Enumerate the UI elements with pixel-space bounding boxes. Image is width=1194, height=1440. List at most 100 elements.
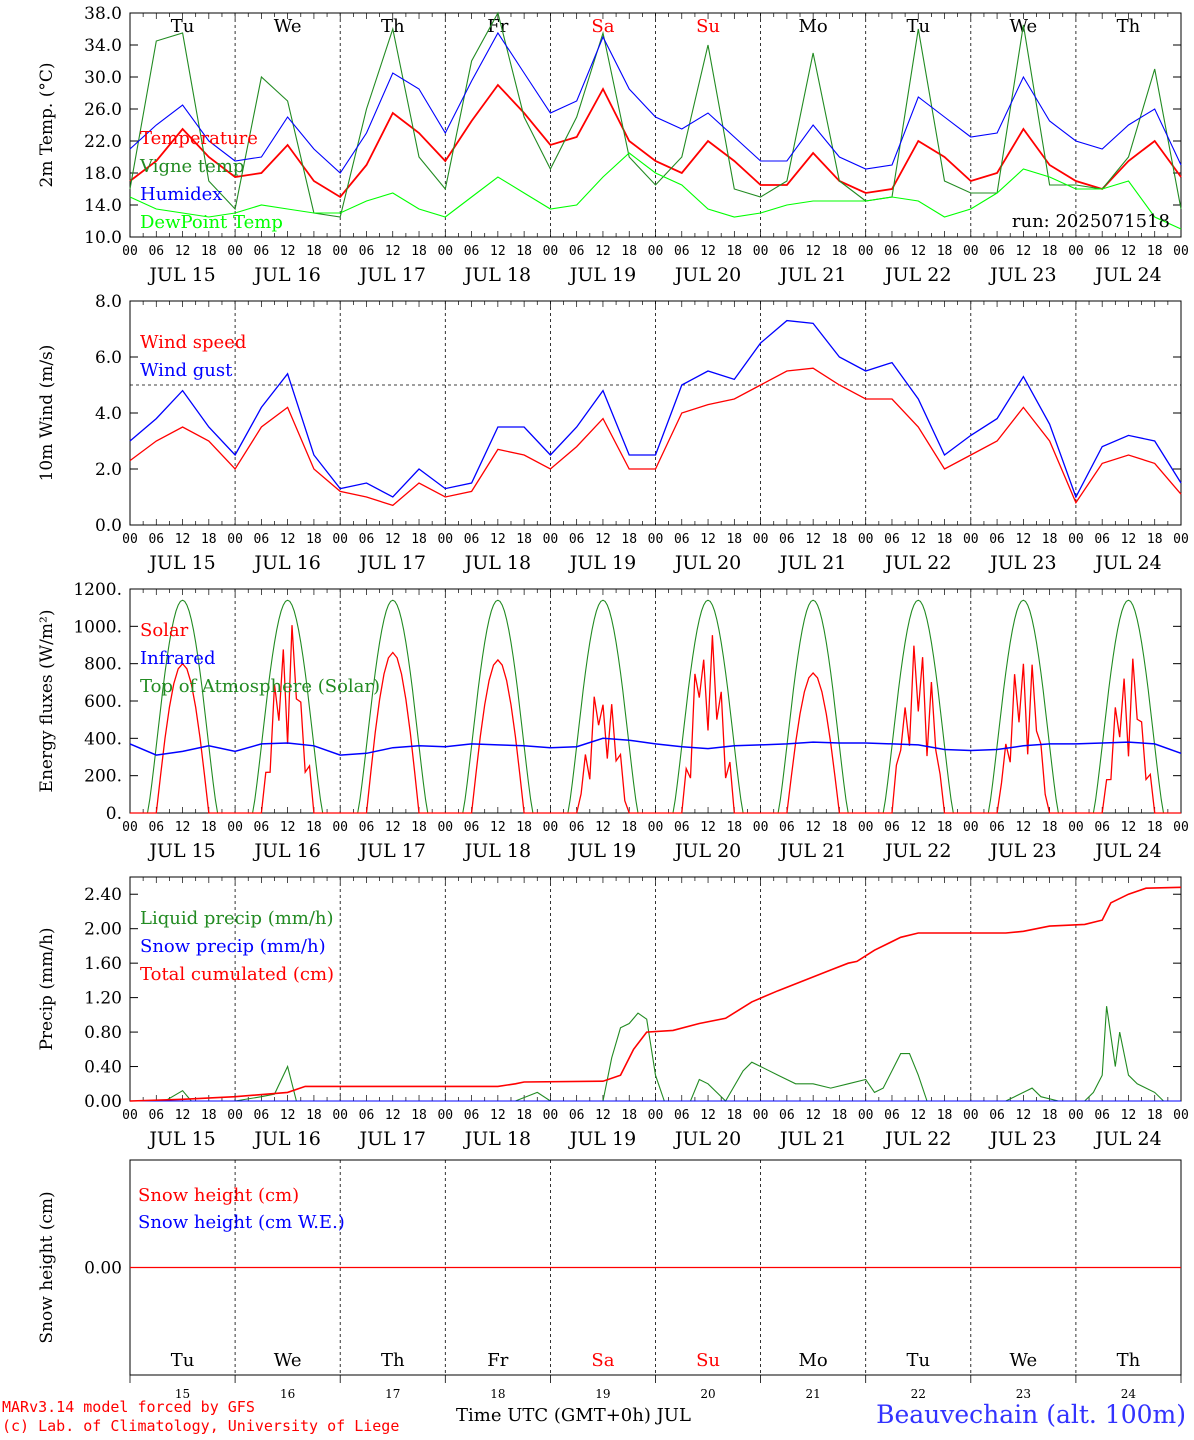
x-hour-label: 06	[674, 532, 690, 547]
x-hour-label: 06	[989, 1108, 1005, 1123]
run-label: run: 2025071518	[1012, 211, 1170, 232]
x-hour-label: 18	[621, 1108, 637, 1123]
x-hour-label: 06	[674, 244, 690, 259]
x-hour-label: 06	[779, 1108, 795, 1123]
x-date-label: JUL 23	[988, 264, 1056, 286]
x-hour-label: 00	[332, 1108, 348, 1123]
x-hour-label: 12	[700, 820, 716, 835]
x-hour-label: 00	[543, 532, 559, 547]
x-hour-label: 00	[227, 1108, 243, 1123]
x-hour-label: 06	[148, 244, 164, 259]
x-hour-label: 00	[332, 532, 348, 547]
x-date-label: JUL 20	[673, 264, 741, 286]
x-hour-label: 12	[280, 532, 296, 547]
day-name-label: Fr	[487, 16, 508, 37]
legend-entry: Wind gust	[140, 360, 233, 381]
legend-entry: Wind speed	[140, 332, 246, 353]
x-hour-label: 06	[464, 532, 480, 547]
x-hour-label: 06	[359, 820, 375, 835]
bottom-day-name: Fr	[487, 1350, 508, 1371]
y-tick-label: 1200.	[73, 580, 122, 600]
x-date-label: JUL 17	[358, 1128, 426, 1150]
x-hour-label: 18	[1147, 820, 1163, 835]
y-tick-label: 2.40	[84, 885, 122, 905]
x-hour-label: 12	[700, 244, 716, 259]
x-hour-label: 18	[1147, 244, 1163, 259]
credits-line-lab: (c) Lab. of Climatology, University of L…	[2, 1417, 400, 1435]
x-hour-label: 00	[858, 244, 874, 259]
x-hour-label: 06	[884, 1108, 900, 1123]
x-hour-label: 18	[1042, 532, 1058, 547]
x-hour-label: 06	[464, 244, 480, 259]
credits-line-model: MARv3.14 model forced by GFS	[2, 1398, 255, 1416]
y-tick-label: 600.	[84, 692, 122, 712]
x-hour-label: 12	[595, 532, 611, 547]
x-hour-label: 12	[1121, 820, 1137, 835]
x-hour-label: 18	[832, 244, 848, 259]
x-hour-label: 00	[648, 532, 664, 547]
y-tick-label: 30.0	[84, 68, 122, 88]
day-name-label: Tu	[171, 16, 195, 37]
x-date-label: JUL 24	[1093, 264, 1161, 286]
x-hour-label: 12	[805, 244, 821, 259]
x-hour-label: 00	[648, 820, 664, 835]
x-hour-label: 12	[490, 532, 506, 547]
x-date-label: JUL 21	[778, 1128, 846, 1150]
x-hour-label: 00	[753, 244, 769, 259]
day-name-label: Mo	[799, 16, 828, 37]
x-date-label: JUL 20	[673, 552, 741, 574]
x-hour-label: 18	[306, 244, 322, 259]
panel-frame	[129, 588, 1182, 814]
x-hour-label: 00	[1173, 532, 1189, 547]
y-axis-label: Precip (mm/h)	[37, 927, 57, 1050]
x-hour-label: 00	[437, 532, 453, 547]
y-tick-label: 0.00	[84, 1092, 122, 1112]
bottom-date-label: 18	[490, 1387, 505, 1401]
y-tick-label: 1.20	[84, 989, 122, 1009]
x-hour-label: 18	[411, 244, 427, 259]
legend-entry: Humidex	[140, 184, 222, 205]
x-hour-label: 12	[1016, 244, 1032, 259]
x-hour-label: 18	[726, 244, 742, 259]
x-date-label: JUL 24	[1093, 1128, 1161, 1150]
x-hour-label: 12	[1121, 244, 1137, 259]
x-hour-label: 18	[411, 532, 427, 547]
x-hour-label: 18	[516, 244, 532, 259]
x-hour-label: 18	[516, 1108, 532, 1123]
x-hour-label: 18	[201, 244, 217, 259]
y-tick-label: 0.	[106, 804, 122, 824]
x-hour-label: 12	[910, 1108, 926, 1123]
legend-entry: Snow height (cm)	[138, 1185, 299, 1206]
x-date-label: JUL 16	[252, 840, 320, 862]
x-hour-label: 06	[254, 820, 270, 835]
legend-entry: Snow height (cm W.E.)	[138, 1212, 345, 1233]
x-hour-label: 12	[595, 244, 611, 259]
bottom-date-label: 24	[1121, 1387, 1137, 1401]
x-hour-label: 12	[1016, 1108, 1032, 1123]
x-date-label: JUL 17	[358, 552, 426, 574]
x-hour-label: 18	[937, 1108, 953, 1123]
y-tick-label: 22.0	[84, 132, 122, 152]
x-hour-label: 06	[464, 1108, 480, 1123]
y-tick-label: 14.0	[84, 196, 122, 216]
x-hour-label: 12	[910, 532, 926, 547]
x-hour-label: 00	[648, 244, 664, 259]
x-hour-label: 00	[437, 1108, 453, 1123]
x-hour-label: 12	[1016, 532, 1032, 547]
legend-entry: Liquid precip (mm/h)	[140, 908, 334, 929]
x-hour-label: 12	[280, 1108, 296, 1123]
y-tick-label: 2.0	[95, 460, 122, 480]
station-name: Beauvechain (alt. 100m)	[876, 1400, 1186, 1429]
series-line-solar	[130, 625, 1181, 814]
y-tick-label: 4.0	[95, 404, 122, 424]
x-hour-label: 00	[648, 1108, 664, 1123]
x-hour-label: 12	[1016, 820, 1032, 835]
x-hour-label: 18	[516, 532, 532, 547]
x-date-label: JUL 19	[568, 264, 636, 286]
x-hour-label: 18	[726, 532, 742, 547]
x-hour-label: 18	[516, 820, 532, 835]
x-hour-label: 06	[779, 532, 795, 547]
x-hour-label: 06	[359, 532, 375, 547]
x-hour-label: 18	[832, 532, 848, 547]
